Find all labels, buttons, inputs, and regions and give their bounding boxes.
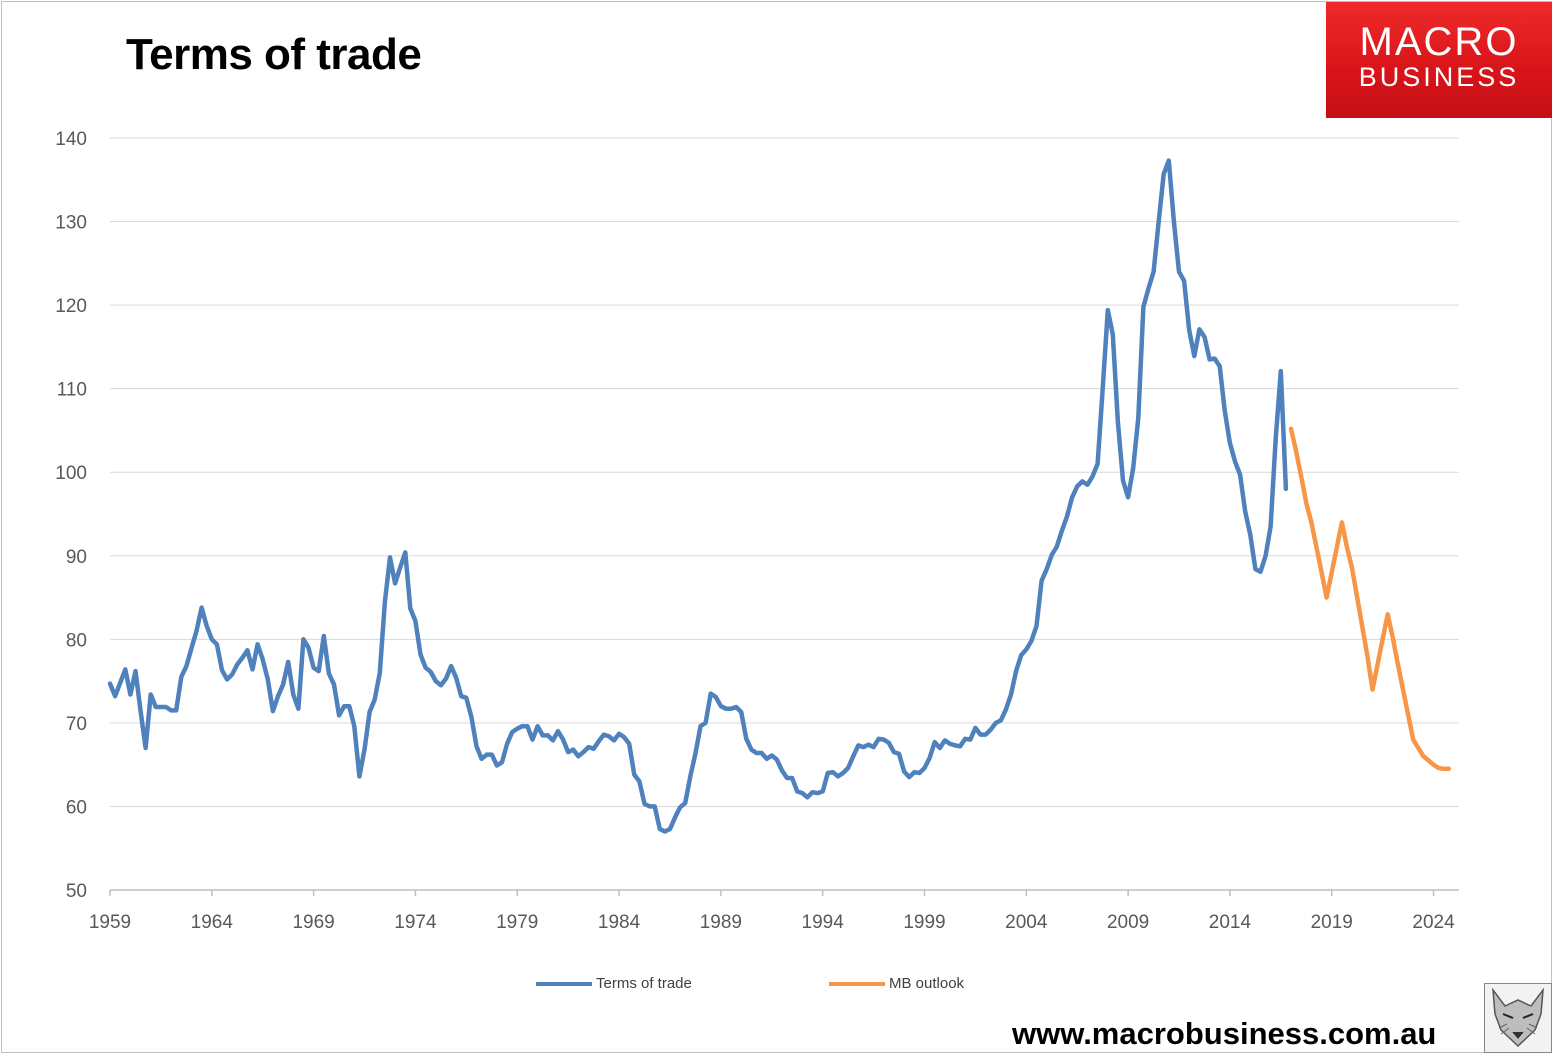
x-tick-label-1994: 1994 (802, 912, 845, 933)
x-tick-label-2014: 2014 (1209, 912, 1252, 933)
website-url[interactable]: www.macrobusiness.com.au (1012, 1016, 1437, 1051)
x-tick-label-1969: 1969 (292, 912, 334, 933)
legend-item-mb-outlook: MB outlook (829, 975, 964, 992)
legend-label-mb-outlook: MB outlook (889, 975, 965, 992)
y-tick-label-140: 140 (55, 129, 87, 150)
series-line-mb-outlook (1288, 426, 1452, 772)
x-tick-label-2019: 2019 (1311, 912, 1353, 933)
x-tick-label-1989: 1989 (700, 912, 742, 933)
y-tick-label-50: 50 (66, 881, 87, 902)
x-tick-label-1999: 1999 (903, 912, 945, 933)
legend-item-terms-of-trade: Terms of trade (536, 975, 692, 992)
y-tick-label-60: 60 (66, 797, 87, 818)
legend-swatch-mb-outlook (829, 981, 885, 986)
x-tick-label-1974: 1974 (394, 912, 437, 933)
y-tick-label-70: 70 (66, 714, 87, 735)
legend-label-terms-of-trade: Terms of trade (596, 975, 692, 992)
x-tick-label-2024: 2024 (1412, 912, 1455, 933)
series-line-terms-of-trade (107, 158, 1289, 834)
chart-title: Terms of trade (126, 30, 422, 79)
logo-line-2: BUSINESS (1358, 62, 1520, 92)
x-tick-label-2009: 2009 (1107, 912, 1149, 933)
logo-line-1: MACRO (1359, 20, 1519, 64)
y-tick-label-130: 130 (55, 213, 87, 234)
x-tick-label-2004: 2004 (1005, 912, 1048, 933)
macrobusiness-logo[interactable]: MACRO BUSINESS (1326, 2, 1552, 118)
wolf-logo-icon (1484, 983, 1552, 1053)
x-tick-label-1959: 1959 (89, 912, 131, 933)
y-tick-label-120: 120 (55, 296, 87, 317)
y-tick-label-110: 110 (57, 380, 87, 401)
y-tick-label-80: 80 (66, 630, 87, 651)
y-tick-label-90: 90 (66, 547, 87, 568)
legend-swatch-terms-of-trade (536, 981, 592, 986)
x-tick-label-1984: 1984 (598, 912, 641, 933)
y-tick-label-100: 100 (55, 463, 87, 484)
x-tick-label-1979: 1979 (496, 912, 538, 933)
x-tick-label-1964: 1964 (191, 912, 234, 933)
